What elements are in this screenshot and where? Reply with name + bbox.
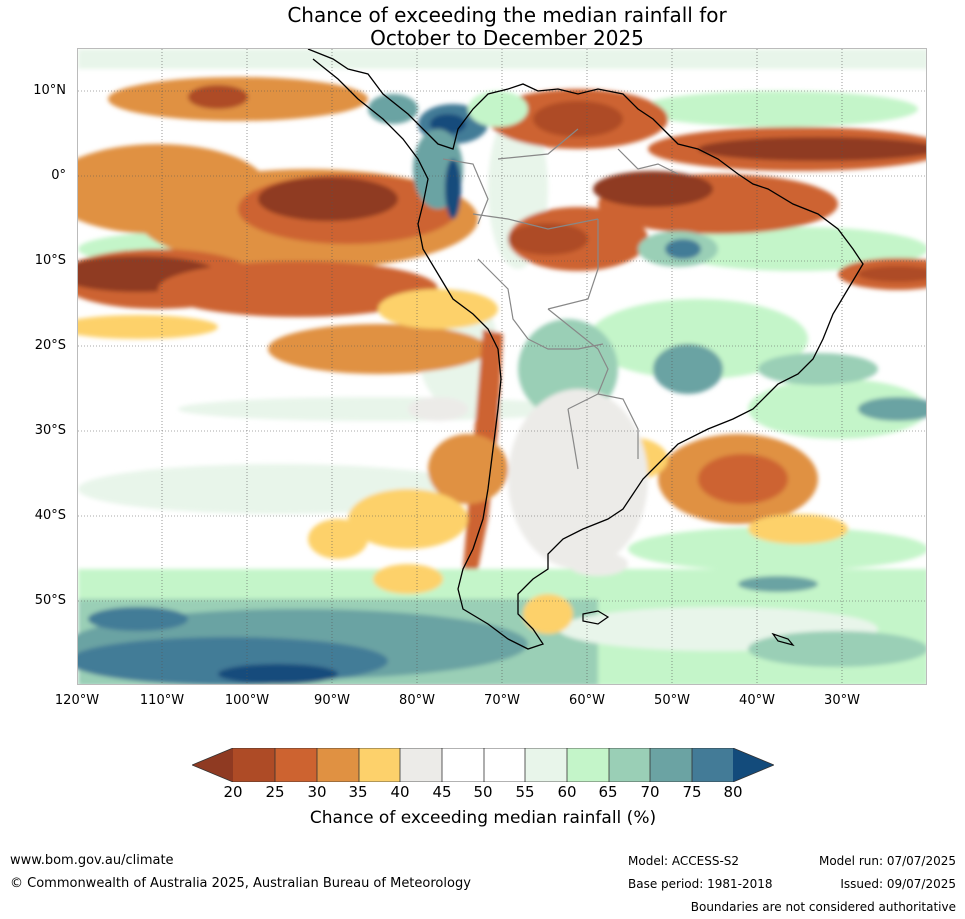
- colorbar-tick-35: 35: [348, 783, 368, 801]
- colorbar-tick-25: 25: [265, 783, 285, 801]
- colorbar-50-55: [484, 748, 525, 782]
- boundaries-disclaimer: Boundaries are not considered authoritat…: [690, 900, 956, 914]
- issued-date: Issued: 09/07/2025: [840, 877, 956, 891]
- lat-label-40s: 40°S: [34, 508, 66, 523]
- lon-label-50w: 50°W: [654, 693, 690, 708]
- lon-label-40w: 40°W: [739, 693, 775, 708]
- lat-label-30s: 30°S: [34, 423, 66, 438]
- lon-label-120w: 120°W: [54, 693, 100, 708]
- lon-label-100w: 100°W: [224, 693, 270, 708]
- colorbar-tick-80: 80: [723, 783, 743, 801]
- coastline: [307, 49, 864, 650]
- colorbar-label: Chance of exceeding median rainfall (%): [309, 808, 657, 828]
- colorbar-tick-75: 75: [682, 783, 702, 801]
- colorbar-tick-55: 55: [515, 783, 535, 801]
- lat-label-0: 0°: [51, 168, 66, 183]
- colorbar-tick-30: 30: [307, 783, 327, 801]
- lon-label-70w: 70°W: [484, 693, 520, 708]
- colorbar-tick-45: 45: [432, 783, 452, 801]
- falkland-islands: [582, 610, 610, 625]
- colorbar-tick-50: 50: [473, 783, 493, 801]
- lat-label-10n: 10°N: [33, 83, 66, 98]
- colorbar-above-80: [733, 748, 774, 782]
- colorbar-60-65: [567, 748, 609, 782]
- model-name: Model: ACCESS-S2: [628, 854, 740, 868]
- lon-label-30w: 30°W: [824, 693, 860, 708]
- website-link[interactable]: www.bom.gov.au/climate: [10, 853, 174, 868]
- colorbar-40-45: [400, 748, 442, 782]
- lon-label-60w: 60°W: [569, 693, 605, 708]
- colorbar-30-35: [317, 748, 359, 782]
- lon-label-80w: 80°W: [399, 693, 435, 708]
- graticule: [78, 49, 926, 684]
- lat-label-50s: 50°S: [34, 593, 66, 608]
- country-borders: [442, 128, 679, 470]
- south-georgia: [771, 632, 795, 647]
- base-period: Base period: 1981-2018: [628, 877, 773, 891]
- colorbar-65-70: [609, 748, 650, 782]
- colorbar-20-25: [233, 748, 275, 782]
- model-run-date: Model run: 07/07/2025: [818, 854, 956, 868]
- probability-fields: [78, 49, 926, 684]
- title-line-1: Chance of exceeding the median rainfall …: [287, 3, 727, 27]
- colorbar-55-60: [525, 748, 567, 782]
- copyright: © Commonwealth of Australia 2025, Austra…: [10, 876, 471, 891]
- colorbar-75-80: [692, 748, 733, 782]
- map-title: Chance of exceeding the median rainfall …: [0, 4, 965, 50]
- lon-label-110w: 110°W: [139, 693, 185, 708]
- colorbar-tick-60: 60: [557, 783, 577, 801]
- colorbar-25-30: [275, 748, 317, 782]
- colorbar-tick-70: 70: [640, 783, 660, 801]
- lat-label-20s: 20°S: [34, 338, 66, 353]
- colorbar-tick-65: 65: [598, 783, 618, 801]
- colorbar: [192, 748, 774, 782]
- map-canvas: [78, 49, 926, 684]
- colorbar-below-20: [192, 748, 233, 782]
- colorbar-35-40: [359, 748, 400, 782]
- colorbar-70-75: [650, 748, 692, 782]
- rainfall-map: [77, 48, 927, 685]
- colorbar-tick-40: 40: [390, 783, 410, 801]
- lat-label-10s: 10°S: [34, 253, 66, 268]
- lon-label-90w: 90°W: [314, 693, 350, 708]
- title-line-2: October to December 2025: [370, 26, 644, 50]
- colorbar-tick-20: 20: [223, 783, 243, 801]
- colorbar-45-50: [442, 748, 484, 782]
